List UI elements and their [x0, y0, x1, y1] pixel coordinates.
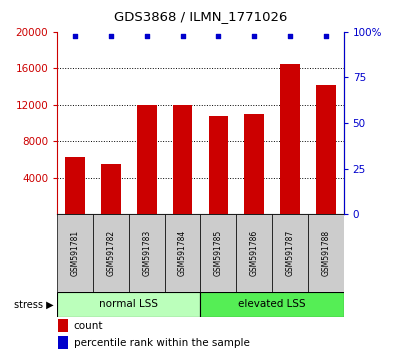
- Bar: [209, 116, 228, 214]
- Bar: [272, 214, 308, 292]
- Bar: [101, 164, 121, 214]
- Text: GSM591788: GSM591788: [321, 230, 330, 276]
- Text: GSM591787: GSM591787: [286, 230, 294, 276]
- Bar: [236, 214, 272, 292]
- Text: GSM591782: GSM591782: [107, 230, 115, 276]
- Text: elevated LSS: elevated LSS: [238, 299, 306, 309]
- Text: GDS3868 / ILMN_1771026: GDS3868 / ILMN_1771026: [114, 10, 287, 23]
- Bar: [245, 114, 264, 214]
- Bar: [316, 85, 336, 214]
- Bar: [173, 105, 192, 214]
- Bar: [93, 214, 129, 292]
- Text: count: count: [73, 321, 103, 331]
- Text: GSM591784: GSM591784: [178, 230, 187, 276]
- Point: [323, 33, 329, 38]
- Bar: [201, 292, 344, 317]
- Text: GSM591781: GSM591781: [71, 230, 80, 276]
- Bar: [129, 214, 165, 292]
- Bar: [65, 157, 85, 214]
- Point: [72, 33, 78, 38]
- Point: [215, 33, 222, 38]
- Bar: [57, 214, 93, 292]
- Text: GSM591786: GSM591786: [250, 230, 259, 276]
- Text: GSM591783: GSM591783: [142, 230, 151, 276]
- Text: percentile rank within the sample: percentile rank within the sample: [73, 338, 249, 348]
- Text: GSM591785: GSM591785: [214, 230, 223, 276]
- Point: [251, 33, 257, 38]
- Bar: [201, 214, 236, 292]
- Text: normal LSS: normal LSS: [100, 299, 158, 309]
- Bar: [57, 292, 201, 317]
- Bar: [58, 319, 68, 332]
- Bar: [280, 64, 300, 214]
- Point: [287, 33, 293, 38]
- Text: stress ▶: stress ▶: [14, 299, 53, 309]
- Bar: [58, 336, 68, 349]
- Point: [108, 33, 114, 38]
- Point: [179, 33, 186, 38]
- Bar: [137, 105, 156, 214]
- Bar: [165, 214, 201, 292]
- Bar: [308, 214, 344, 292]
- Point: [144, 33, 150, 38]
